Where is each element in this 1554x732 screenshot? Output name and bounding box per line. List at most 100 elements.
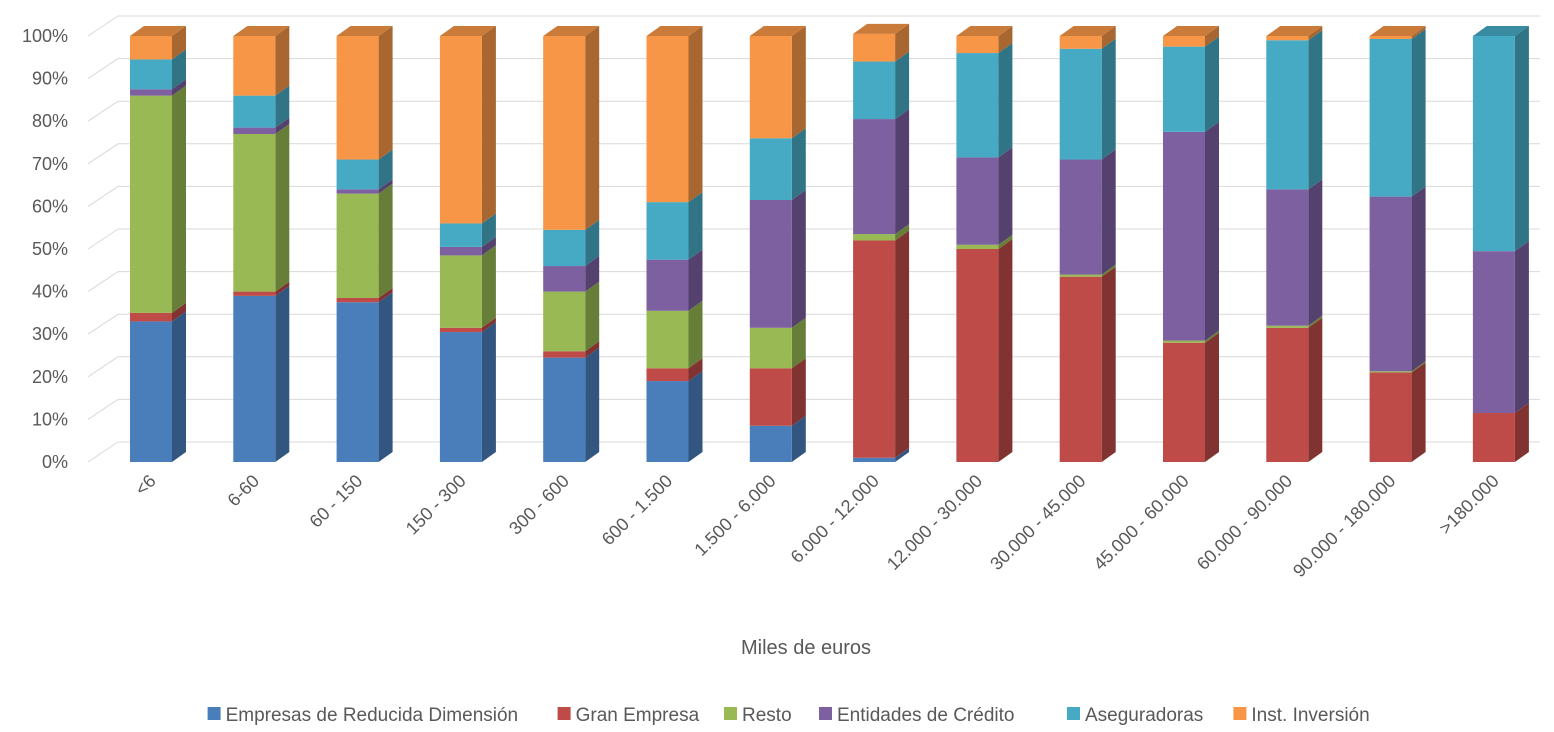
bar-segment-side	[688, 371, 703, 462]
bar-segment-side	[895, 51, 910, 120]
bar-stack	[1369, 26, 1426, 462]
bar-segment	[233, 133, 276, 292]
bar-segment-side	[275, 117, 290, 134]
bar-segment-side	[1308, 315, 1323, 328]
y-tick-label: 0%	[42, 452, 68, 472]
bar-segment-side	[895, 230, 910, 458]
bar-segment-top	[1163, 26, 1219, 36]
bar-segment	[439, 255, 482, 328]
x-tick-label: 90.000 - 180.000	[1289, 471, 1399, 581]
legend-swatch	[724, 707, 737, 720]
y-tick-label: 100%	[22, 26, 68, 46]
bar-segment-side	[1514, 241, 1529, 414]
bar-segment-side	[1514, 403, 1529, 462]
bar-segment-side	[895, 109, 910, 235]
bar-segment-side	[1101, 149, 1116, 275]
bar-segment	[439, 36, 482, 224]
bar-segment	[956, 157, 999, 245]
bar-segment	[956, 53, 999, 158]
bar-segment-side	[1308, 30, 1323, 190]
gridline-diag	[87, 15, 119, 37]
y-tick-label: 30%	[32, 324, 68, 344]
bar-segment-side	[172, 302, 186, 322]
bar-segment-side	[1205, 26, 1219, 47]
bar-stack	[956, 26, 1013, 462]
bar-segment	[336, 193, 379, 298]
legend-swatch	[1067, 707, 1080, 720]
legend-label: Inst. Inversión	[1251, 705, 1369, 726]
bar-segment	[1163, 342, 1205, 462]
bar-segment	[1369, 372, 1412, 462]
bar-segment-side	[688, 300, 703, 369]
bar-segment-side	[275, 285, 290, 462]
bar-segment-side	[688, 358, 703, 382]
y-tick-label: 70%	[32, 154, 68, 174]
legend-swatch	[819, 707, 832, 720]
bar-segment	[646, 202, 689, 260]
bar-segment-side	[172, 49, 186, 90]
bar-segment	[1163, 340, 1205, 343]
gridline-diag	[87, 441, 119, 463]
x-tick-label: 12.000 - 30.000	[883, 471, 986, 574]
bar-segment	[233, 36, 276, 96]
y-tick-label: 80%	[32, 111, 68, 131]
bar-segment-side	[585, 26, 600, 230]
bar-segment	[1472, 36, 1515, 252]
bar-segment	[853, 234, 896, 241]
bar-segment-side	[1411, 28, 1426, 197]
bar-segment-top	[1369, 26, 1426, 36]
bar-segment	[1266, 325, 1309, 328]
bar-segment	[1266, 36, 1309, 41]
x-axis-title: Miles de euros	[741, 637, 871, 659]
bar-segment	[956, 249, 999, 462]
bar-segment	[646, 381, 689, 462]
y-tick-label: 20%	[32, 367, 68, 387]
x-tick-label: <6	[131, 471, 160, 500]
bar-stack	[1266, 26, 1323, 462]
bar-segment	[336, 36, 379, 160]
legend-item: Empresas de Reducida Dimensión	[207, 705, 518, 726]
bar-segment-side	[481, 236, 496, 256]
bar-segment	[130, 321, 172, 462]
bar-segment-side	[275, 85, 290, 128]
x-tick-label: >180.000	[1435, 471, 1503, 539]
bar-segment-side	[1205, 332, 1219, 462]
legend-label: Resto	[742, 705, 792, 726]
bar-segment-side	[1101, 38, 1116, 160]
bar-stack	[749, 26, 806, 462]
bar-segment-side	[1411, 186, 1426, 372]
gridline-diag	[87, 313, 119, 335]
bar-segment	[336, 297, 379, 303]
x-tick-label: 600 - 1.500	[598, 471, 677, 550]
bar-segment	[1266, 327, 1309, 462]
bar-segment	[646, 36, 689, 203]
bar-segment-side	[378, 149, 393, 190]
legend-swatch	[1233, 707, 1247, 720]
bar-segment-side	[1411, 361, 1426, 373]
bar-segment	[233, 291, 276, 296]
legend-label: Aseguradoras	[1085, 705, 1203, 726]
x-tick-label: 60.000 - 90.000	[1193, 471, 1296, 574]
bar-segment-side	[481, 245, 496, 328]
bar-segment-side	[172, 26, 186, 60]
gridline-diag	[87, 58, 119, 80]
bar-segment-side	[481, 322, 496, 462]
bar-segment-side	[378, 183, 393, 298]
bar-segment	[130, 95, 172, 313]
bar-segment-side	[275, 123, 290, 292]
bar-segment-top	[956, 26, 1013, 36]
y-tick-label: 60%	[32, 196, 68, 216]
x-tick-label: 60 - 150	[306, 471, 367, 532]
bar-segment-side	[895, 224, 910, 241]
bar-segment-top	[749, 26, 806, 36]
bar-segment-side	[585, 341, 600, 358]
legend-item: Entidades de Crédito	[819, 705, 1014, 726]
x-tick-label: 6.000 - 12.000	[787, 471, 883, 567]
bar-segment	[1059, 274, 1102, 277]
x-tick-label: 30.000 - 45.000	[986, 471, 1089, 574]
bar-segment	[543, 229, 586, 267]
bar-segment-side	[1205, 121, 1219, 341]
bar-segment-side	[1411, 26, 1426, 39]
bar-segment-side	[1101, 266, 1116, 462]
